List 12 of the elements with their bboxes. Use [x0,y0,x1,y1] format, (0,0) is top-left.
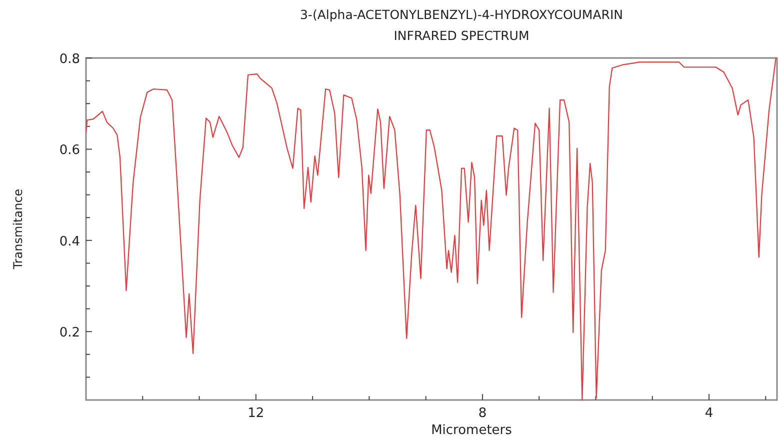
x-axis-title: Micrometers [431,423,512,437]
x-tick-label: 12 [248,406,264,421]
x-tick-label: 4 [704,406,714,421]
y-tick-label: 0.4 [59,234,80,250]
y-tick-label: 0.6 [59,143,80,158]
chart-title: 3-(Alpha-ACETONYLBENZYL)-4-HYDROXYCOUMARIN [300,7,624,22]
y-tick-label: 0.2 [59,326,80,341]
chart-subtitle: INFRARED SPECTRUM [394,28,530,43]
x-tick-label: 8 [478,406,487,421]
y-tick-label: 0.8 [59,52,80,67]
y-axis-title: Transmitance [11,188,25,270]
line-series [86,57,776,401]
